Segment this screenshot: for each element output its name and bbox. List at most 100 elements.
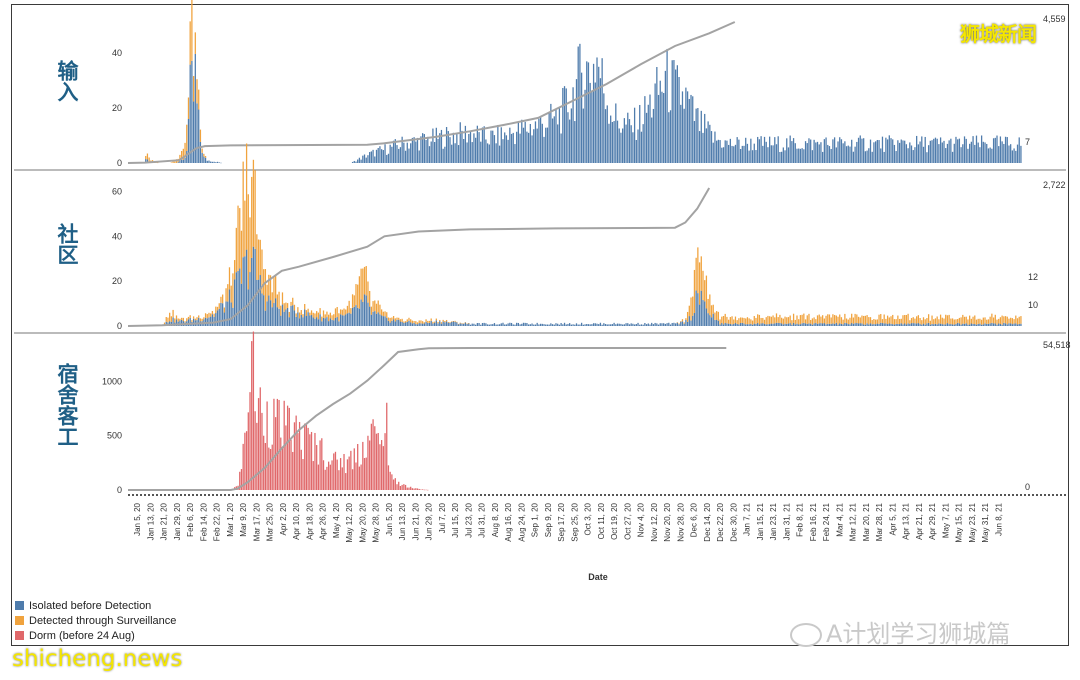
- end-value-label: 0: [1025, 482, 1030, 492]
- bar: [594, 323, 596, 326]
- bar: [755, 150, 757, 163]
- bar: [813, 317, 815, 324]
- bar: [892, 324, 894, 326]
- bar: [731, 145, 733, 163]
- bar: [917, 323, 920, 326]
- bar: [269, 449, 272, 490]
- bar: [852, 323, 855, 326]
- bar: [259, 387, 261, 490]
- bar: [765, 317, 767, 325]
- end-value-label: 12: [1028, 272, 1038, 282]
- bar: [1016, 318, 1019, 325]
- bar: [851, 323, 853, 326]
- x-tick-label: Apr 29, 21: [928, 502, 937, 539]
- bar: [292, 305, 294, 326]
- bar: [167, 317, 169, 323]
- bar: [688, 316, 690, 326]
- bar: [326, 311, 328, 318]
- bar: [346, 305, 349, 314]
- bar: [594, 82, 596, 163]
- bar: [180, 319, 183, 326]
- bar: [933, 324, 935, 326]
- bar: [264, 310, 267, 326]
- x-tick-label: Apr 5, 21: [888, 502, 897, 535]
- bar: [632, 132, 634, 163]
- bar: [415, 488, 417, 490]
- bar: [746, 324, 749, 326]
- bar: [1020, 323, 1022, 326]
- bar: [280, 315, 282, 326]
- bar: [955, 319, 957, 324]
- bar: [603, 323, 605, 326]
- bar: [211, 314, 214, 326]
- bar: [615, 324, 617, 326]
- bar: [939, 137, 942, 163]
- bar: [239, 471, 241, 490]
- bar: [840, 323, 843, 326]
- bar: [941, 142, 943, 163]
- bar: [382, 316, 384, 326]
- bar: [929, 320, 931, 325]
- bar: [521, 323, 523, 326]
- bar: [883, 151, 885, 163]
- bar: [422, 323, 424, 326]
- x-tick-label: Jan 23, 21: [769, 502, 778, 540]
- x-tick-label: Jun 8, 21: [994, 502, 1003, 535]
- x-tick-label: Dec 6, 20: [690, 502, 699, 537]
- bar: [374, 300, 376, 312]
- bar: [374, 311, 376, 326]
- bar: [464, 322, 467, 326]
- bar: [478, 132, 480, 163]
- bar: [401, 136, 403, 163]
- bar: [312, 461, 314, 490]
- brand-tag: 狮城新闻: [960, 22, 1037, 46]
- bar: [791, 141, 793, 163]
- bar: [463, 323, 465, 326]
- cumulative-total-label: 4,559: [1043, 14, 1066, 24]
- bar: [767, 324, 769, 326]
- bar: [803, 313, 805, 323]
- y-tick-label: 0: [117, 158, 122, 168]
- bar: [233, 260, 236, 280]
- bar: [401, 321, 403, 326]
- bar: [840, 139, 843, 163]
- bar: [842, 319, 844, 325]
- bar: [577, 46, 579, 163]
- bar: [866, 323, 868, 326]
- bar: [847, 145, 849, 163]
- x-tick-label: May 12, 20: [345, 502, 354, 542]
- bar: [324, 318, 326, 326]
- bar: [510, 133, 513, 163]
- bar: [416, 322, 419, 325]
- bar: [196, 317, 198, 321]
- bar: [661, 91, 663, 163]
- bar: [500, 127, 502, 163]
- bar: [741, 145, 743, 163]
- x-tick-label: Nov 20, 20: [663, 502, 672, 541]
- bar: [647, 104, 649, 163]
- bar: [856, 323, 858, 326]
- bar: [680, 321, 682, 322]
- bar: [237, 205, 239, 271]
- bar: [606, 324, 608, 326]
- x-tick-label: Sep 25, 20: [570, 502, 579, 541]
- bar: [362, 155, 364, 163]
- bar: [298, 318, 301, 326]
- bar: [341, 309, 343, 316]
- bar: [710, 305, 713, 318]
- bar: [563, 86, 566, 163]
- cumulative-total-label: 54,518: [1043, 340, 1071, 350]
- bar: [416, 137, 419, 163]
- bar: [958, 317, 961, 324]
- bar: [668, 112, 670, 163]
- x-tick-label: Jul 15, 20: [451, 502, 460, 537]
- bar: [796, 148, 798, 163]
- bar: [692, 96, 694, 163]
- bar: [1016, 324, 1019, 326]
- bar: [459, 322, 461, 324]
- bar: [334, 317, 337, 326]
- bar: [444, 146, 446, 163]
- bar: [692, 315, 694, 326]
- bar: [375, 149, 378, 163]
- bar: [242, 257, 244, 326]
